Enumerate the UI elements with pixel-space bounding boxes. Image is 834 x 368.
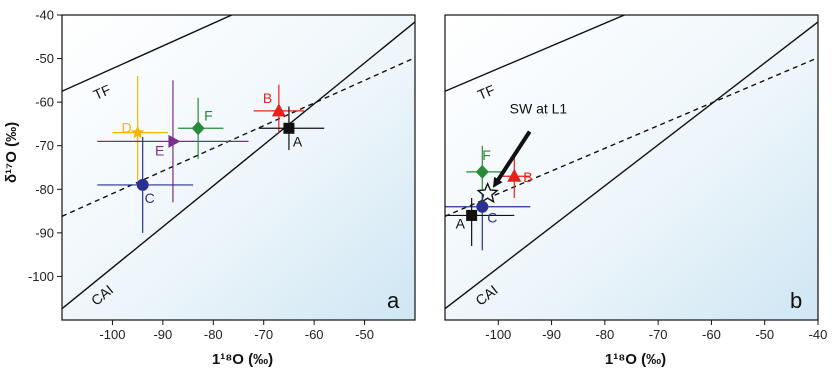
triangle-marker	[271, 103, 286, 117]
panel-letter: a	[387, 288, 400, 313]
reference-line-tf	[445, 15, 627, 92]
star-marker	[130, 125, 145, 139]
x-tick-label: -90	[153, 327, 172, 342]
x-tick-label: -100	[99, 327, 125, 342]
panel-letter: b	[790, 288, 802, 313]
square-marker	[466, 209, 478, 221]
triangle-marker	[507, 168, 522, 182]
data-point-f	[466, 145, 504, 190]
point-label-a: A	[456, 215, 466, 231]
data-point-a	[258, 106, 325, 151]
x-tick-label: -60	[702, 327, 721, 342]
x-tick-label: -70	[649, 327, 668, 342]
diamond-marker	[191, 121, 205, 136]
y-tick-label: -70	[35, 138, 54, 153]
point-label-c: C	[145, 190, 155, 206]
x-tick-label: -80	[204, 327, 223, 342]
data-point-c	[445, 193, 531, 251]
y-tick-label: -90	[35, 225, 54, 240]
data-point-b	[498, 154, 531, 198]
point-label-c: C	[487, 210, 497, 226]
y-tick-label: -50	[35, 51, 54, 66]
reference-line-tf	[62, 15, 234, 92]
point-label-f: F	[204, 107, 213, 123]
point-label-d: D	[122, 120, 132, 136]
x-axis-title: 1¹⁸O (‰)	[212, 351, 273, 368]
point-label-b: B	[263, 90, 272, 106]
x-tick-label: -80	[595, 327, 614, 342]
x-tick-label: -60	[305, 327, 324, 342]
triangle-marker	[168, 134, 181, 148]
x-tick-label: -40	[809, 327, 828, 342]
reference-line-dashed	[62, 57, 415, 217]
data-point-d	[112, 76, 168, 181]
point-label-e: E	[155, 142, 164, 158]
x-tick-label: -50	[355, 327, 374, 342]
plot-frame	[444, 14, 819, 321]
y-axis-title: δ¹⁷O (‰)	[3, 122, 20, 183]
plot-frame	[61, 14, 416, 321]
annotation-arrow	[492, 130, 532, 188]
point-label-a: A	[293, 133, 303, 149]
data-point-e	[97, 80, 249, 203]
data-point-f	[177, 97, 224, 159]
y-tick-label: -100	[28, 269, 54, 284]
line-label-tf: TF	[91, 81, 113, 103]
circle-marker	[136, 178, 149, 191]
y-tick-label: -60	[35, 95, 54, 110]
x-tick-label: -100	[485, 327, 511, 342]
diamond-marker	[475, 164, 489, 179]
plot-area	[62, 15, 415, 310]
reference-line-cai	[62, 21, 415, 310]
plot-background	[445, 15, 818, 320]
plot-area	[445, 15, 818, 310]
square-marker	[283, 122, 295, 134]
data-point-b	[253, 84, 305, 133]
y-tick-label: -80	[35, 182, 54, 197]
y-tick-label: -40	[35, 8, 54, 23]
x-tick-label: -70	[254, 327, 273, 342]
line-label-tf: TF	[475, 82, 497, 103]
annotation-text: SW at L1	[510, 101, 568, 117]
reference-line-cai	[445, 21, 818, 310]
x-axis-title: 1¹⁸O (‰)	[605, 351, 666, 368]
data-point-c	[97, 137, 194, 233]
data-point-a	[445, 198, 515, 246]
plot-background	[62, 15, 415, 320]
x-tick-label: -50	[755, 327, 774, 342]
x-tick-label: -90	[542, 327, 561, 342]
point-label-b: B	[523, 169, 532, 185]
circle-marker	[476, 200, 489, 213]
point-label-f: F	[482, 147, 491, 163]
reference-line-dashed	[445, 57, 818, 217]
